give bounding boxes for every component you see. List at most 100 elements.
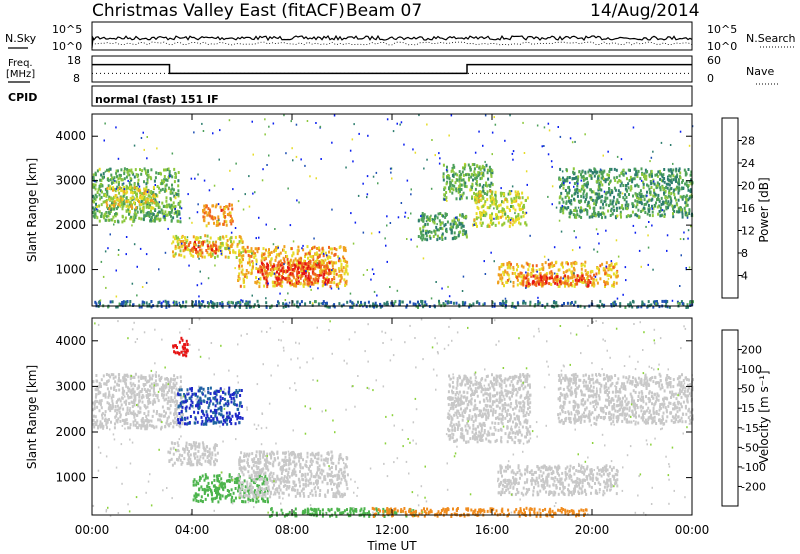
heatmap-cell [289, 281, 291, 285]
heatmap-cell [160, 414, 163, 418]
heatmap-cell [266, 272, 269, 276]
heatmap-cell [548, 271, 551, 275]
heatmap-cell [598, 271, 601, 275]
heatmap-cell [136, 197, 139, 201]
heatmap-cell [165, 421, 168, 425]
heatmap-cell [428, 234, 431, 238]
heatmap-cell [107, 210, 110, 214]
heatmap-cell [663, 191, 665, 195]
heatmap-cell [123, 169, 126, 173]
heatmap-cell [129, 423, 132, 427]
heatmap-cell [473, 223, 476, 226]
heatmap-cell [630, 185, 633, 189]
heatmap-cell [327, 278, 330, 282]
heatmap-cell [589, 274, 592, 278]
heatmap-cell [672, 174, 675, 178]
heatmap-cell [240, 299, 242, 302]
heatmap-cell [282, 269, 285, 273]
heatmap-cell [261, 268, 264, 272]
heatmap-cell [432, 235, 435, 238]
heatmap-cell [99, 425, 102, 429]
heatmap-cell [607, 273, 610, 277]
heatmap-cell [315, 278, 318, 282]
heatmap-cell [328, 268, 331, 272]
heatmap-cell [484, 160, 486, 163]
heatmap-cell [126, 170, 129, 174]
heatmap-cell [650, 182, 653, 186]
heatmap-cell [284, 250, 287, 254]
heatmap-cell [487, 177, 490, 181]
heatmap-cell [671, 299, 674, 302]
heatmap-cell [570, 262, 573, 266]
heatmap-cell [515, 195, 518, 199]
heatmap-cell [670, 181, 672, 184]
heatmap-cell [614, 188, 617, 192]
heatmap-cell [173, 211, 176, 215]
heatmap-cell [596, 281, 599, 285]
heatmap-cell [277, 268, 280, 271]
heatmap-cell [632, 194, 634, 198]
heatmap-cell [525, 211, 528, 214]
heatmap-cell [96, 209, 99, 213]
heatmap-cell [542, 268, 545, 271]
heatmap-cell [273, 272, 276, 275]
heatmap-cell [164, 386, 167, 390]
heatmap-cell [168, 382, 171, 386]
heatmap-cell [556, 280, 559, 284]
heatmap-cell [483, 202, 486, 206]
heatmap-cell [441, 238, 444, 241]
heatmap-cell [126, 204, 129, 208]
heatmap-cell [182, 447, 185, 451]
heatmap-cell [212, 305, 215, 309]
heatmap-cell [174, 175, 177, 179]
heatmap-cell [551, 203, 553, 206]
heatmap-cell [148, 215, 151, 218]
heatmap-cell [175, 381, 178, 385]
heatmap-cell [137, 404, 140, 408]
heatmap-cell [202, 456, 205, 460]
heatmap-cell [502, 262, 505, 266]
heatmap-cell [214, 443, 217, 447]
heatmap-cell [506, 279, 509, 282]
heatmap-cell [383, 302, 386, 306]
heatmap-cell [95, 388, 98, 392]
heatmap-cell [536, 270, 538, 273]
heatmap-cell [488, 165, 491, 169]
heatmap-cell [586, 204, 589, 208]
heatmap-cell [132, 387, 135, 391]
heatmap-cell [688, 180, 691, 184]
heatmap-cell [648, 221, 650, 223]
heatmap-cell [442, 175, 445, 179]
heatmap-cell [130, 204, 133, 208]
heatmap-cell [150, 386, 153, 390]
heatmap-cell [150, 300, 153, 303]
heatmap-cell [512, 266, 515, 269]
heatmap-cell [204, 448, 207, 452]
heatmap-cell [172, 216, 175, 220]
heatmap-cell [306, 252, 309, 256]
heatmap-cell [166, 401, 169, 405]
heatmap-cell [127, 389, 130, 393]
heatmap-cell [324, 258, 327, 262]
heatmap-cell [526, 279, 529, 283]
heatmap-cell [667, 168, 670, 172]
heatmap-cell [645, 225, 647, 228]
heatmap-cell [453, 235, 456, 239]
heatmap-cell [497, 273, 500, 277]
heatmap-cell [512, 284, 515, 288]
heatmap-cell [173, 400, 176, 404]
heatmap-cell [98, 219, 101, 223]
heatmap-cell [574, 140, 576, 143]
heatmap-cell [151, 199, 154, 203]
heatmap-cell [128, 409, 131, 412]
heatmap-cell [473, 191, 476, 195]
heatmap-cell [157, 374, 160, 378]
heatmap-cell [432, 220, 435, 224]
heatmap-cell [164, 377, 167, 381]
heatmap-cell [268, 248, 270, 252]
heatmap-cell [213, 243, 216, 247]
heatmap-cell [167, 400, 170, 403]
heatmap-cell [229, 394, 232, 398]
heatmap-cell [434, 154, 436, 157]
heatmap-cell [141, 209, 144, 212]
